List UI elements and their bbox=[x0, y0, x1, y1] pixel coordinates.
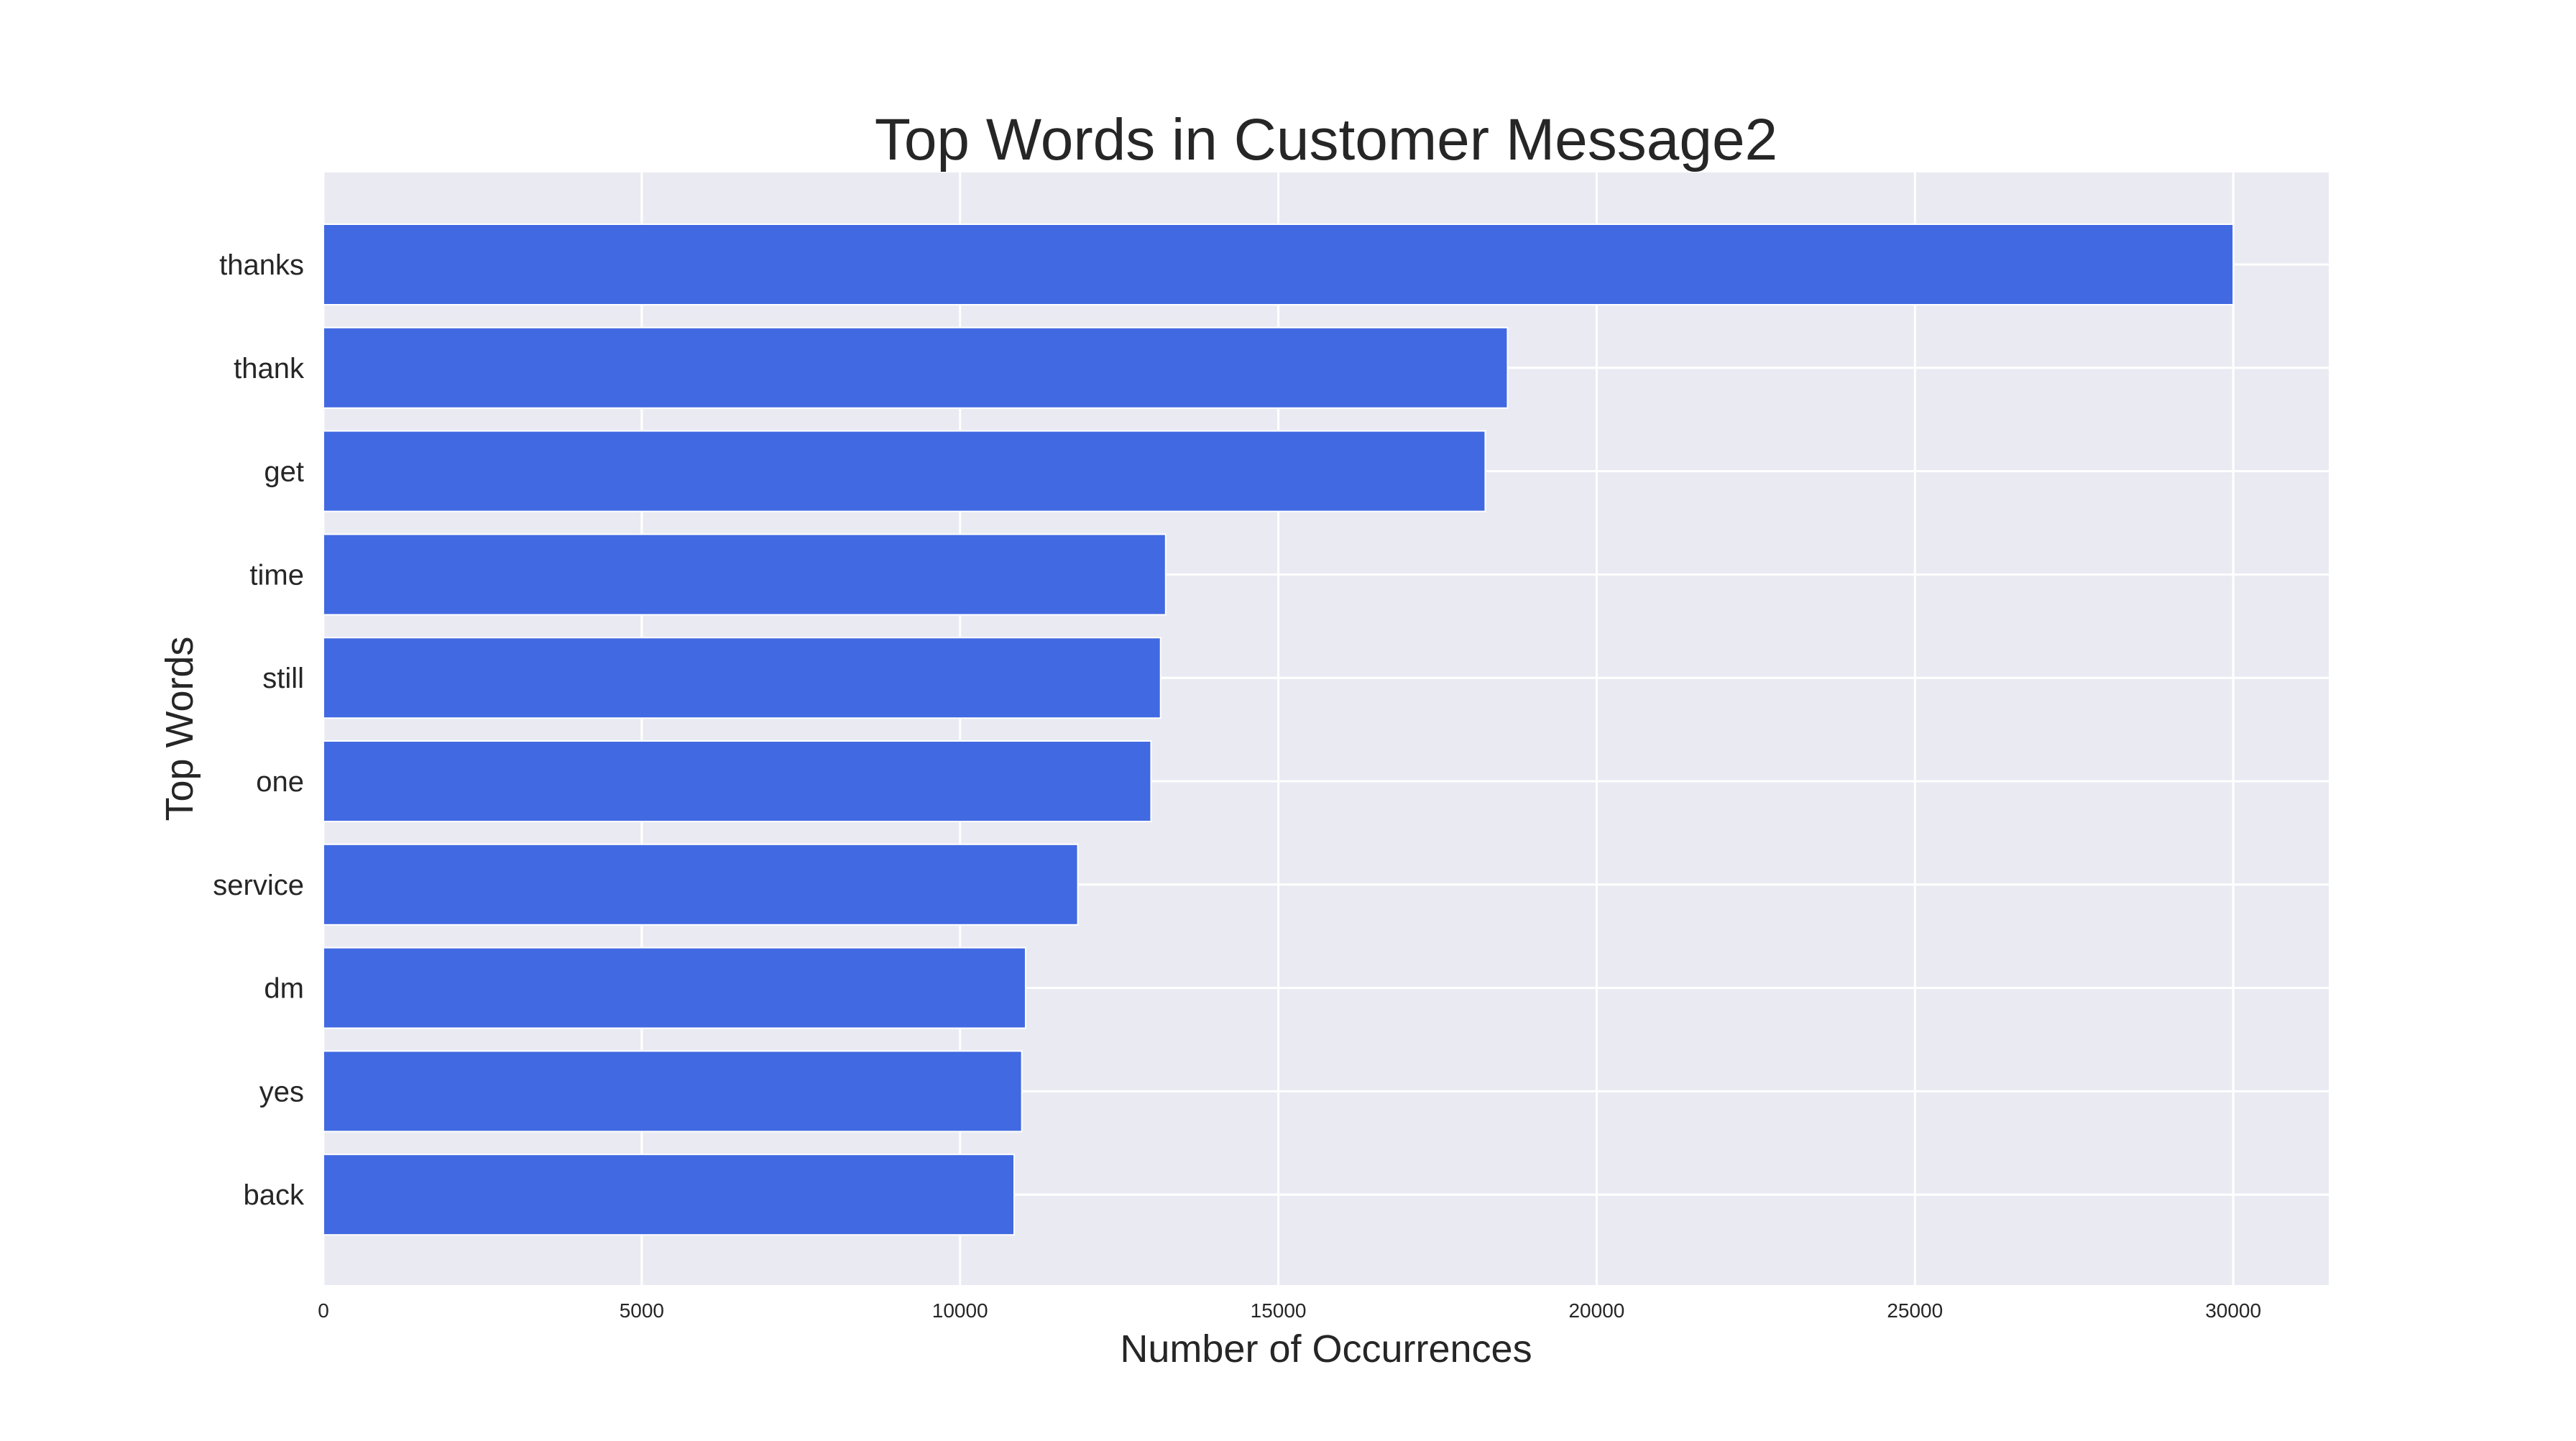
x-tick-labels: 0 5000 10000 15000 20000 25000 30000 bbox=[318, 1299, 2261, 1322]
bar-service bbox=[323, 843, 1079, 926]
bar-one bbox=[323, 740, 1152, 822]
x-axis-label: Number of Occurrences bbox=[1120, 1327, 1532, 1371]
bar-back bbox=[323, 1154, 1015, 1236]
x-tick-label: 25000 bbox=[1887, 1299, 1943, 1322]
category-label: get bbox=[264, 456, 304, 488]
x-tick-label: 0 bbox=[318, 1299, 329, 1322]
bar-get bbox=[323, 430, 1486, 512]
x-tick-label: 30000 bbox=[2205, 1299, 2261, 1322]
category-label: back bbox=[244, 1179, 305, 1211]
bar-yes bbox=[323, 1050, 1023, 1133]
x-tick-label: 20000 bbox=[1568, 1299, 1624, 1322]
bar-dm bbox=[323, 947, 1026, 1029]
bar-time bbox=[323, 533, 1167, 616]
category-label: time bbox=[249, 559, 304, 591]
x-tick-label: 10000 bbox=[932, 1299, 988, 1322]
bar-thank bbox=[323, 326, 1509, 409]
chart-title: Top Words in Customer Message2 bbox=[875, 107, 1777, 172]
bar-still bbox=[323, 637, 1162, 719]
bar-thanks bbox=[323, 224, 2235, 305]
category-label: dm bbox=[264, 973, 304, 1005]
category-label: one bbox=[256, 766, 304, 798]
category-label: still bbox=[262, 663, 304, 694]
category-label: thank bbox=[234, 353, 305, 385]
y-axis-label: Top Words bbox=[158, 636, 201, 821]
x-tick-label: 5000 bbox=[620, 1299, 664, 1322]
bars bbox=[323, 224, 2235, 1236]
category-label: thanks bbox=[219, 249, 304, 281]
x-tick-label: 15000 bbox=[1251, 1299, 1307, 1322]
category-label: yes bbox=[259, 1076, 304, 1108]
category-label: service bbox=[213, 870, 304, 901]
y-category-labels: thanks thank get time still one service dm yes ba… bbox=[213, 249, 305, 1211]
